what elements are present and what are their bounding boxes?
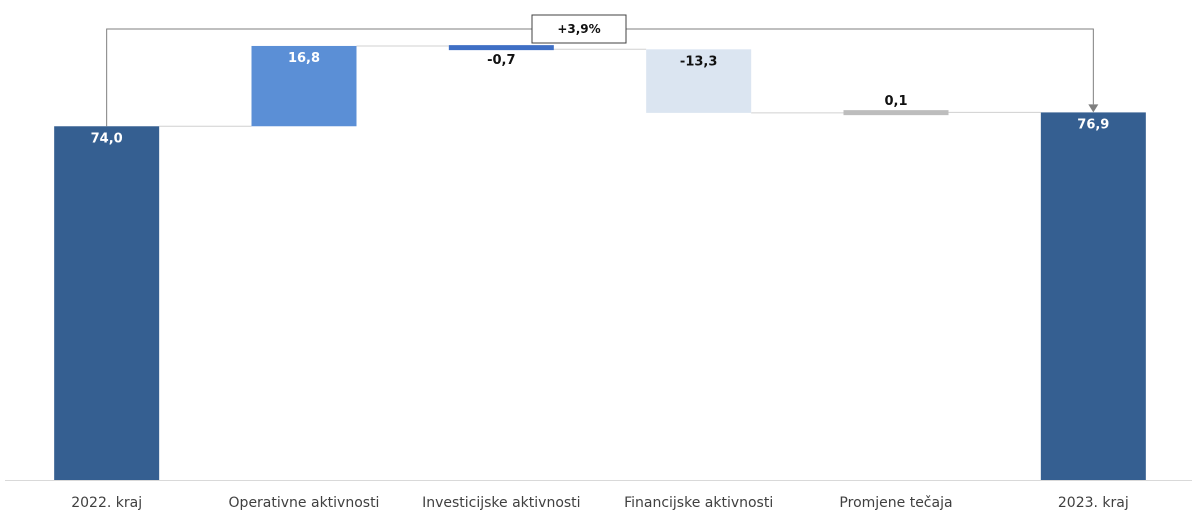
value-label-operativne-aktivnosti: 16,8 bbox=[288, 51, 320, 66]
change-annotation-box bbox=[531, 14, 627, 44]
bar-2022-kraj bbox=[54, 126, 160, 480]
arrow-head-icon bbox=[1088, 104, 1099, 113]
category-label-operativne-aktivnosti: Operativne aktivnosti bbox=[229, 495, 380, 511]
category-label-2022-kraj: 2022. kraj bbox=[71, 495, 142, 511]
category-label-financijske-aktivnosti: Financijske aktivnosti bbox=[624, 495, 773, 511]
bar-operativne-aktivnosti bbox=[251, 45, 357, 127]
bar-investicijske-aktivnosti bbox=[448, 45, 554, 51]
change-annotation-label: +3,9% bbox=[557, 22, 600, 36]
bar-financijske-aktivnosti bbox=[646, 49, 752, 113]
value-label-investicijske-aktivnosti: -0,7 bbox=[487, 53, 515, 68]
change-annotation: +3,9% bbox=[106, 14, 1099, 127]
value-label-promjene-tecaja: 0,1 bbox=[884, 94, 907, 109]
bar-promjene-tecaja bbox=[843, 110, 949, 116]
bars-group bbox=[54, 45, 1146, 481]
value-labels-group: 74,0 16,8 -0,7 -13,3 0,1 76,9 bbox=[91, 51, 1110, 146]
bar-2023-kraj bbox=[1040, 112, 1146, 481]
value-label-2023-kraj: 76,9 bbox=[1077, 117, 1109, 132]
value-label-financijske-aktivnosti: -13,3 bbox=[680, 54, 717, 69]
category-label-investicijske-aktivnosti: Investicijske aktivnosti bbox=[422, 495, 580, 511]
value-label-2022-kraj: 74,0 bbox=[91, 131, 123, 146]
category-label-2023-kraj: 2023. kraj bbox=[1058, 495, 1129, 511]
category-labels-group: 2022. kraj Operativne aktivnosti Investici… bbox=[71, 495, 1129, 511]
connector-lines bbox=[159, 45, 1041, 127]
category-label-promjene-tecaja: Promjene tečaja bbox=[839, 495, 952, 511]
